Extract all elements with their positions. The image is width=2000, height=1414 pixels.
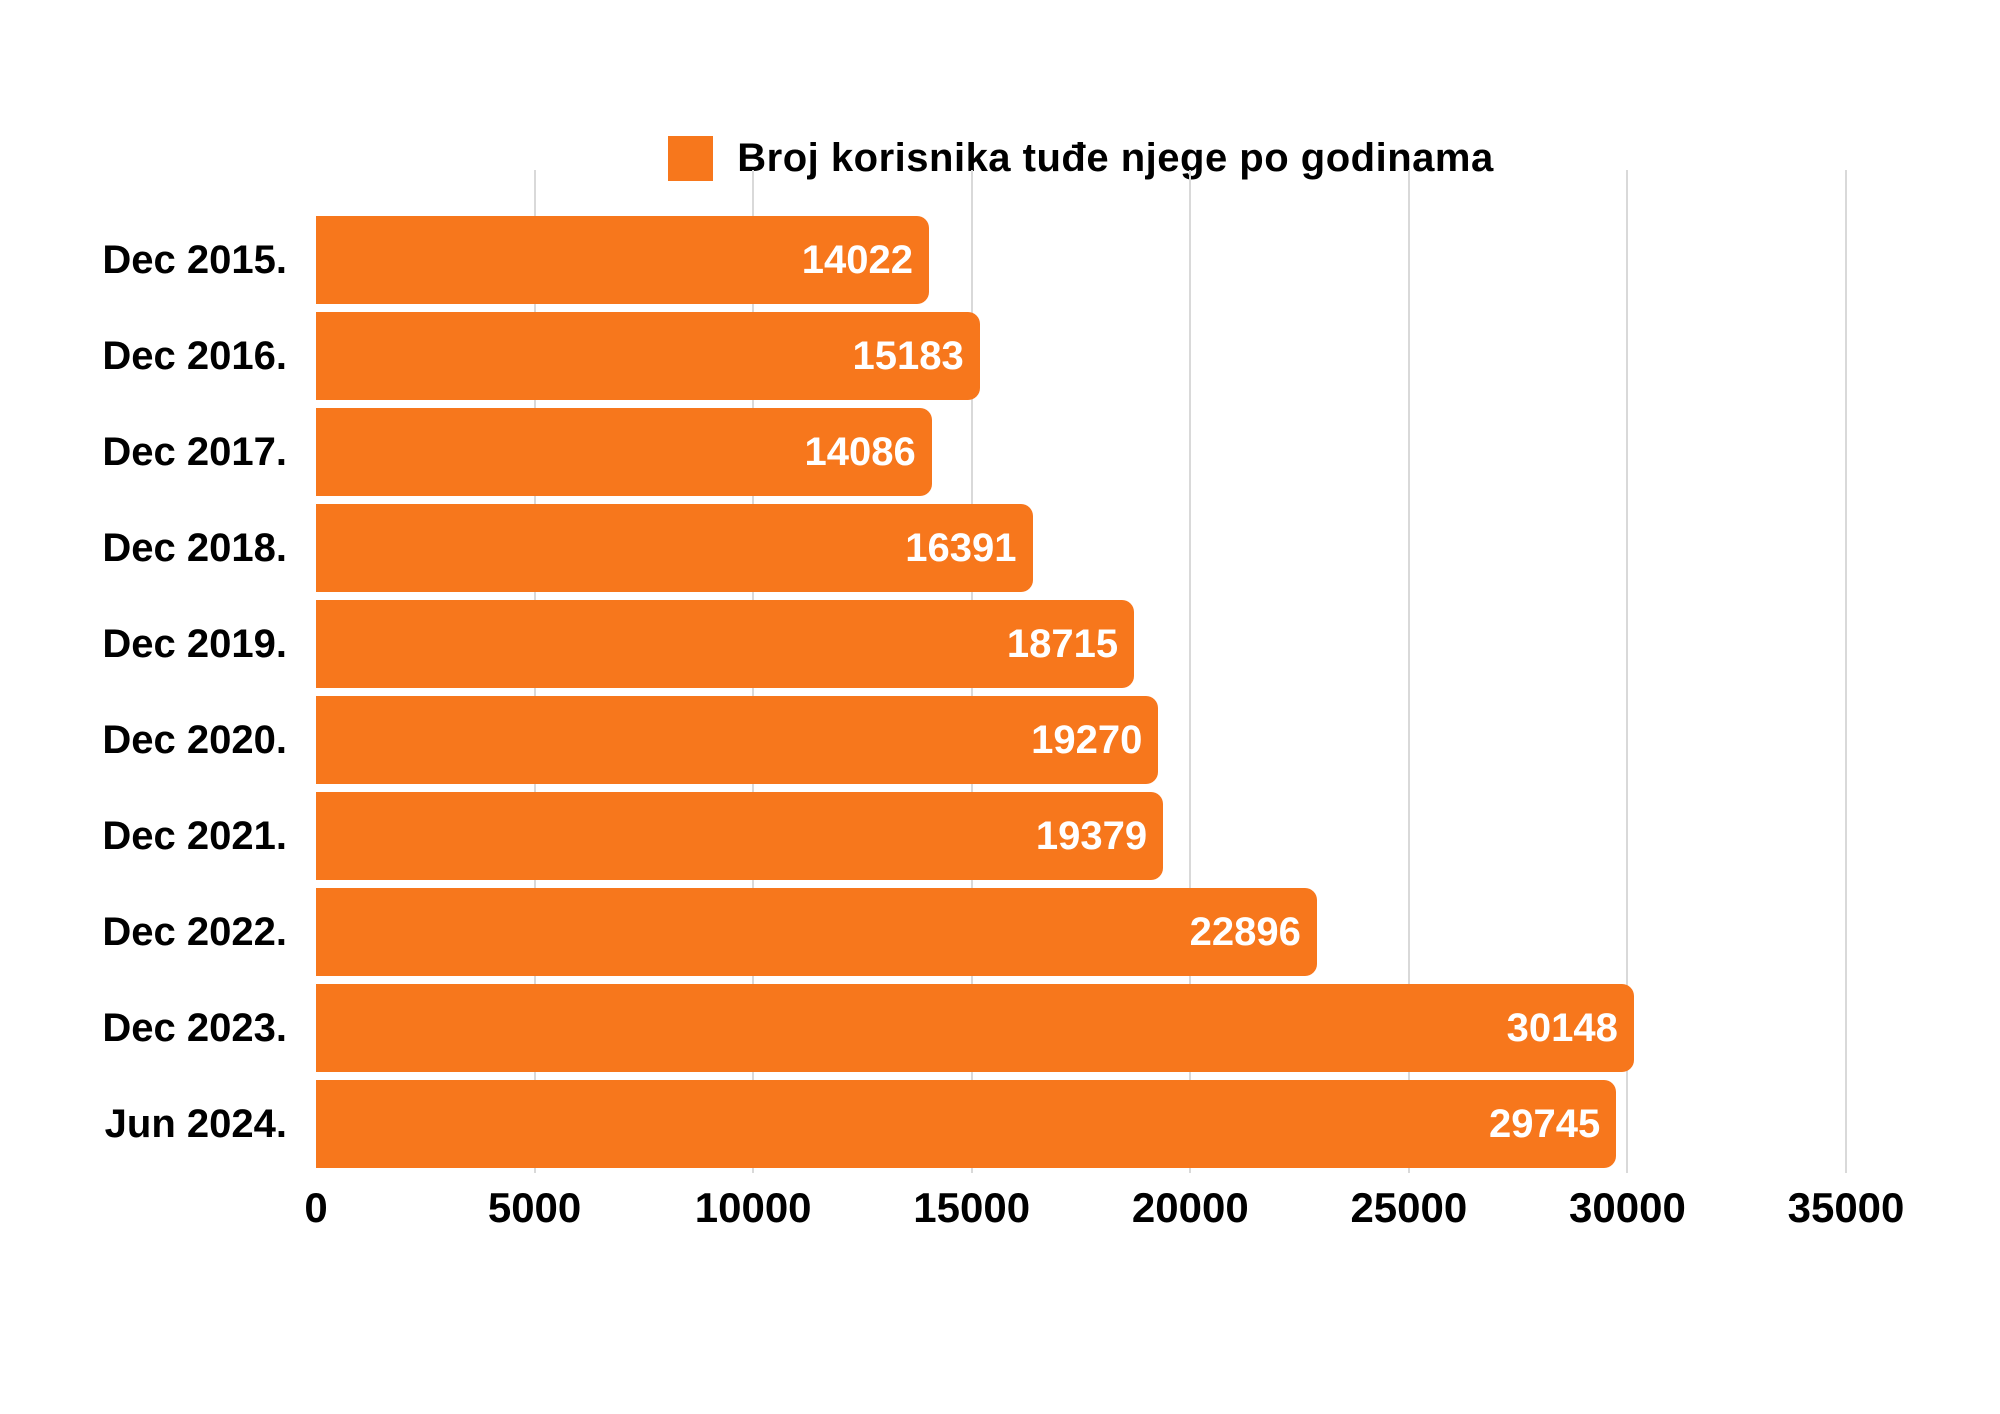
bar-track: 14086: [316, 408, 1846, 496]
bar-row: Dec 2016. 15183: [0, 312, 2000, 400]
bar-value-label: 18715: [1006, 621, 1119, 666]
row-label: Dec 2016.: [102, 334, 287, 378]
x-tick-label: 20000: [1131, 1184, 1249, 1231]
x-tick-label: 10000: [694, 1184, 812, 1231]
x-tick-label: 5000: [487, 1184, 582, 1231]
bar-row: Dec 2017. 14086: [0, 408, 2000, 496]
bar-track: 18715: [316, 600, 1846, 688]
gridline: [1845, 170, 1847, 1173]
bar-track: 22896: [316, 888, 1846, 976]
bar: 16391: [316, 504, 1033, 592]
bar: 19379: [316, 792, 1164, 880]
bar-value-label: 19379: [1035, 813, 1148, 858]
bar-row: Jun 2024. 29745: [0, 1080, 2000, 1168]
bar-row: Dec 2018. 16391: [0, 504, 2000, 592]
bar-value-label: 14086: [804, 429, 916, 474]
bar: 18715: [316, 600, 1135, 688]
row-label: Dec 2015.: [102, 238, 287, 282]
bar-value-label: 22896: [1189, 909, 1301, 954]
bar-row: Dec 2019. 18715: [0, 600, 2000, 688]
bar-track: 19270: [316, 696, 1846, 784]
bar-value-label: 19270: [1031, 717, 1143, 762]
row-label: Dec 2018.: [102, 526, 287, 570]
row-label: Dec 2021.: [102, 814, 287, 858]
bar-value-label: 29745: [1489, 1101, 1601, 1146]
legend-label: Broj korisnika tuđe njege po godinama: [737, 135, 1494, 180]
x-tick-label: 0: [304, 1184, 328, 1231]
x-tick-label: 30000: [1569, 1184, 1686, 1231]
x-tick-label: 15000: [913, 1184, 1031, 1231]
row-label: Jun 2024.: [104, 1102, 287, 1146]
bar-track: 29745: [316, 1080, 1846, 1168]
bar: 30148: [316, 984, 1634, 1072]
bar-value-label: 15183: [852, 333, 964, 378]
bar-row: Dec 2023. 30148: [0, 984, 2000, 1072]
bar-track: 16391: [316, 504, 1846, 592]
bar-track: 30148: [316, 984, 1846, 1072]
gridline: [1189, 170, 1192, 1173]
bar: 14086: [316, 408, 932, 496]
bar: 15183: [316, 312, 980, 400]
bar: 14022: [316, 216, 929, 304]
bar-rows: Dec 2015. 14022 Dec 2016. 15183 Dec 2017…: [0, 216, 2000, 1168]
bar-value-label: 16391: [905, 525, 1017, 570]
legend-swatch: [668, 135, 714, 181]
row-label: Dec 2017.: [102, 430, 287, 474]
bar: 29745: [316, 1080, 1617, 1168]
row-label: Dec 2020.: [102, 718, 287, 762]
legend: Broj korisnika tuđe njege po godinama: [316, 133, 1846, 183]
x-axis: 0 5000 10000 15000 20000 25000 30000 35000: [304, 1184, 1904, 1234]
bar-row: Dec 2022. 22896: [0, 888, 2000, 976]
bar-track: 19379: [316, 792, 1846, 880]
gridline: [1626, 170, 1629, 1173]
bar-track: 14022: [316, 216, 1846, 304]
x-tick-label: 35000: [1787, 1184, 1905, 1231]
bar-row: Dec 2021. 19379: [0, 792, 2000, 880]
row-label: Dec 2023.: [102, 1006, 287, 1050]
bar: 22896: [316, 888, 1317, 976]
row-label: Dec 2019.: [102, 622, 287, 666]
x-tick-label: 25000: [1350, 1184, 1468, 1231]
bar-row: Dec 2015. 14022: [0, 216, 2000, 304]
bar-value-label: 14022: [801, 237, 913, 282]
gridline: [1407, 170, 1410, 1173]
bar-track: 15183: [316, 312, 1846, 400]
bar: 19270: [316, 696, 1159, 784]
row-label: Dec 2022.: [102, 910, 287, 954]
bar-row: Dec 2020. 19270: [0, 696, 2000, 784]
bar-value-label: 30148: [1506, 1005, 1618, 1050]
